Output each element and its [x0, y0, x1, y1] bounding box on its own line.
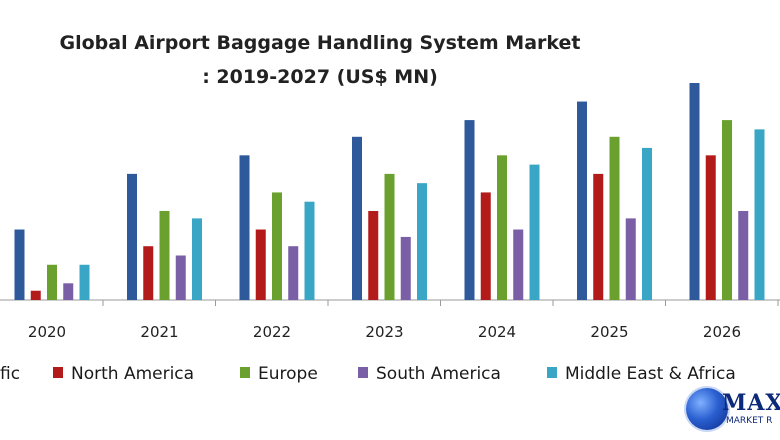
- globe-icon: [686, 388, 728, 430]
- bar-2023-middle-east-africa: [417, 183, 427, 300]
- chart-title: Global Airport Baggage Handling System M…: [20, 26, 620, 94]
- x-tick-label: 2025: [590, 323, 628, 341]
- bar-2020-north-america: [30, 290, 41, 300]
- bar-2025-north-america: [593, 173, 604, 300]
- logo-subtext: MARKET R: [726, 416, 773, 426]
- bar-2020-south-america: [63, 283, 74, 300]
- bar-2022-europe: [272, 192, 282, 300]
- chart-title-line2: : 2019-2027 (US$ MN): [202, 66, 438, 88]
- bar-2024-south-america: [513, 229, 524, 300]
- bar-2021-middle-east-africa: [192, 218, 202, 300]
- bar-2023-south-america: [400, 236, 411, 300]
- legend-label-middle-east-africa: Middle East & Africa: [565, 364, 736, 384]
- bar-2021-asia-pacific: [127, 173, 137, 300]
- legend-swatch-north-america: [53, 367, 63, 378]
- bar-2021-south-america: [175, 255, 186, 300]
- bar-2020-europe: [47, 264, 57, 300]
- legend-label-south-america: South America: [376, 364, 501, 384]
- x-tick-label: 2022: [253, 323, 291, 341]
- legend-label-europe: Europe: [258, 364, 318, 384]
- company-logo: MAXI MARKET R: [686, 384, 780, 440]
- bar-2023-asia-pacific: [352, 136, 362, 300]
- bar-2024-europe: [497, 155, 507, 300]
- bar-2021-europe: [159, 210, 170, 300]
- bar-2025-south-america: [625, 218, 636, 300]
- legend-swatch-middle-east-africa: [547, 367, 557, 378]
- x-tick-label: 2020: [28, 323, 66, 341]
- bar-2020-asia-pacific: [14, 229, 25, 300]
- bar-2023-europe: [384, 173, 395, 300]
- legend-label-asia-pacific: fic: [0, 364, 20, 384]
- bar-2023-north-america: [368, 210, 379, 300]
- bar-2024-middle-east-africa: [529, 164, 540, 300]
- x-tick-label: 2024: [478, 323, 516, 341]
- x-tick-label: 2026: [703, 323, 741, 341]
- bar-2025-europe: [609, 136, 620, 300]
- legend-label-north-america: North America: [71, 364, 194, 384]
- bar-2022-asia-pacific: [239, 155, 250, 300]
- bar-2024-asia-pacific: [464, 120, 475, 300]
- bar-2022-south-america: [288, 246, 299, 300]
- bar-2021-north-america: [143, 246, 154, 300]
- bar-2026-middle-east-africa: [754, 129, 765, 300]
- legend-swatch-europe: [240, 367, 250, 378]
- bar-2026-europe: [722, 120, 732, 300]
- bar-2020-middle-east-africa: [79, 264, 90, 300]
- bar-2024-north-america: [480, 192, 491, 300]
- bar-2022-north-america: [255, 229, 266, 300]
- bar-2025-asia-pacific: [577, 101, 587, 300]
- bar-2025-middle-east-africa: [642, 147, 652, 300]
- logo-text: MAXI: [722, 390, 780, 416]
- x-tick-label: 2023: [365, 323, 403, 341]
- bar-2026-asia-pacific: [689, 83, 700, 300]
- bar-2026-north-america: [705, 155, 716, 300]
- x-tick-label: 2021: [140, 323, 178, 341]
- bar-2026-south-america: [738, 210, 749, 300]
- bar-2022-middle-east-africa: [304, 201, 315, 300]
- chart-title-line1: Global Airport Baggage Handling System M…: [59, 32, 581, 54]
- legend-swatch-south-america: [358, 367, 368, 378]
